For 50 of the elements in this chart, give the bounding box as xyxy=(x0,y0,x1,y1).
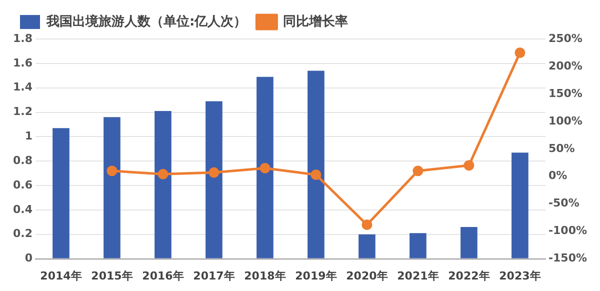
bar xyxy=(52,128,70,258)
y-tick-label: 1 xyxy=(24,130,32,143)
x-tick-label: 2023年 xyxy=(499,269,541,282)
bar xyxy=(206,101,222,258)
point xyxy=(260,162,270,174)
bar xyxy=(512,152,528,258)
x-tick-label: 2018年 xyxy=(244,269,286,282)
point xyxy=(464,160,474,171)
y-tick-label: 1.6 xyxy=(12,56,33,70)
x-tick-label: 2017年 xyxy=(193,269,235,282)
y-tick-label: 0 xyxy=(24,252,33,265)
y-tick-label: 0.4 xyxy=(12,202,33,216)
point xyxy=(208,167,220,178)
x-tick-label: 2021年 xyxy=(397,269,439,282)
point xyxy=(362,219,372,230)
y2-tick-label: 0% xyxy=(548,169,568,182)
bar xyxy=(358,234,376,258)
y-tick-label: 1.4 xyxy=(12,80,33,94)
x-tick-label: 2022年 xyxy=(448,269,490,282)
y-tick-label: 1.2 xyxy=(12,105,32,118)
y2-tick-label: -50% xyxy=(548,196,580,210)
point xyxy=(158,168,168,180)
bar xyxy=(308,70,324,258)
point xyxy=(412,166,424,176)
bar xyxy=(410,233,426,258)
point xyxy=(514,47,526,58)
y-tick-label: 0.8 xyxy=(12,154,32,167)
x-tick-label: 2019年 xyxy=(295,269,337,282)
y-tick-label: 0.6 xyxy=(12,178,33,192)
bar xyxy=(256,76,274,258)
y-tick-label: 1.8 xyxy=(12,32,32,45)
point xyxy=(106,166,118,176)
legend-label: 我国出境旅游人数（单位:亿人次） xyxy=(46,13,247,30)
y-tick-label: 0.2 xyxy=(12,227,32,240)
y2-tick-label: -150% xyxy=(548,252,588,265)
bar xyxy=(154,111,172,258)
x-tick-label: 2016年 xyxy=(142,269,184,282)
point xyxy=(310,169,322,180)
bar xyxy=(104,117,120,258)
y2-tick-label: 200% xyxy=(548,59,582,72)
x-tick-label: 2014年 xyxy=(40,269,82,282)
y2-tick-label: 150% xyxy=(548,86,582,100)
y2-tick-label: 50% xyxy=(548,142,575,155)
y2-tick-label: -100% xyxy=(548,224,588,238)
x-tick-label: 2015年 xyxy=(91,269,133,282)
bar xyxy=(460,227,478,258)
legend-label: 同比增长率 xyxy=(283,13,348,30)
y2-tick-label: 250% xyxy=(548,32,582,45)
y2-tick-label: 100% xyxy=(548,114,582,128)
x-tick-label: 2020年 xyxy=(346,269,388,282)
